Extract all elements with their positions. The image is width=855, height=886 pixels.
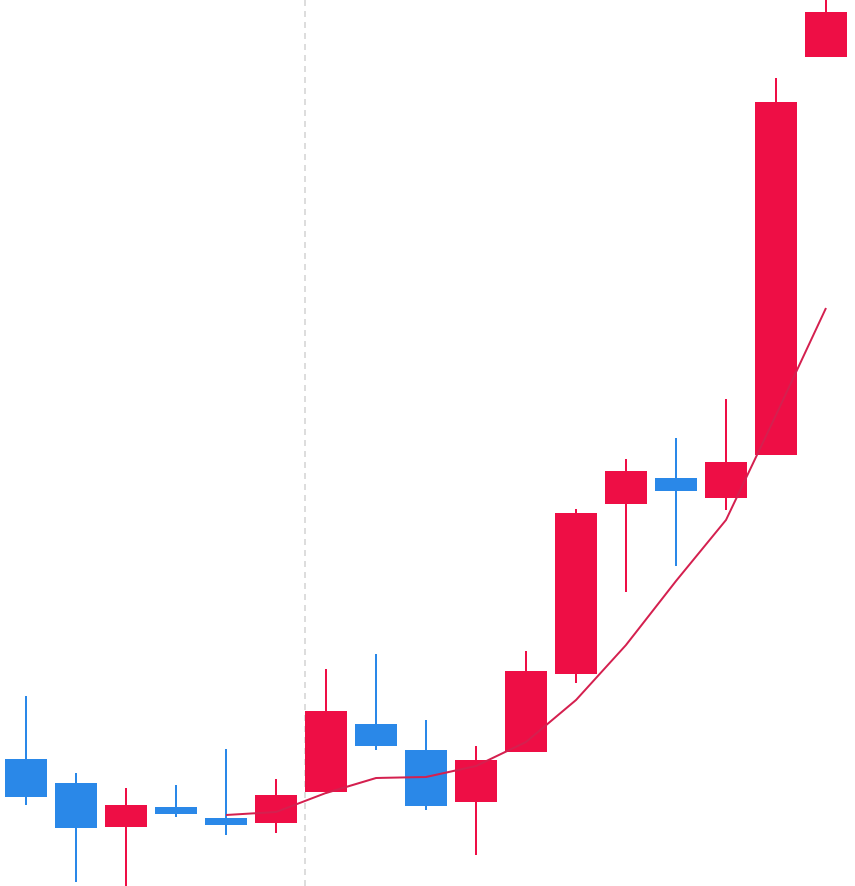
candle-body — [105, 805, 147, 827]
candle-body — [5, 759, 47, 797]
candle-body — [755, 102, 797, 455]
candle-body — [805, 12, 847, 57]
candle-body — [205, 818, 247, 825]
candle-body — [155, 807, 197, 814]
candle-body — [505, 671, 547, 752]
candle-body — [55, 783, 97, 828]
candle-body — [355, 724, 397, 746]
candle-body — [605, 471, 647, 504]
candle-body — [255, 795, 297, 823]
candle-body — [305, 711, 347, 792]
candle-body — [705, 462, 747, 498]
moving-average-line — [225, 307, 827, 816]
candle-body — [655, 478, 697, 491]
candle-body — [555, 513, 597, 674]
